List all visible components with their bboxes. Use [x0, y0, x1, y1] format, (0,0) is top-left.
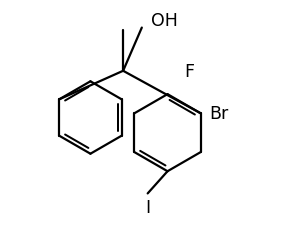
Text: F: F: [184, 63, 194, 81]
Text: OH: OH: [151, 12, 178, 30]
Text: I: I: [145, 199, 150, 217]
Text: Br: Br: [210, 105, 229, 123]
